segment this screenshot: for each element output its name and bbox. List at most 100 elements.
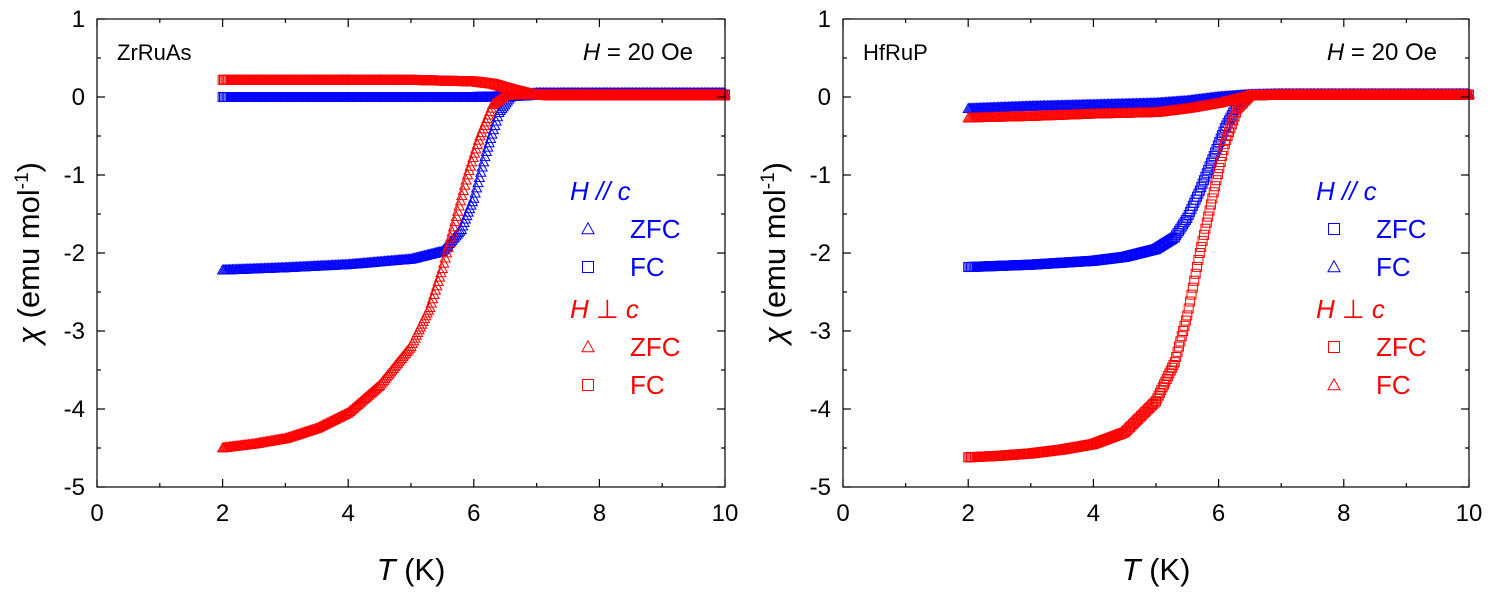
data-point bbox=[1183, 303, 1194, 314]
y-tick-label: -5 bbox=[810, 474, 831, 501]
data-point bbox=[477, 155, 490, 167]
data-point bbox=[440, 246, 453, 258]
x-tick-label: 2 bbox=[962, 500, 975, 527]
y-tick-label: -1 bbox=[810, 162, 831, 189]
data-point bbox=[1198, 175, 1209, 186]
legend-group-title: H // c bbox=[1316, 176, 1377, 206]
data-point bbox=[473, 171, 486, 182]
data-point bbox=[1192, 191, 1203, 202]
data-point bbox=[1201, 168, 1212, 179]
legend-marker bbox=[1328, 341, 1340, 353]
data-point bbox=[436, 262, 449, 273]
data-point bbox=[1196, 241, 1207, 252]
data-point bbox=[1204, 205, 1215, 216]
data-point bbox=[479, 150, 491, 162]
data-point bbox=[1186, 289, 1197, 300]
legend: H // c ZFC FC H ⊥ c ZFC FC bbox=[570, 176, 681, 400]
sample-label: ZrRuAs bbox=[117, 40, 192, 65]
legend-marker bbox=[581, 221, 595, 235]
data-point bbox=[1193, 254, 1204, 265]
y-tick-label: 0 bbox=[72, 84, 85, 111]
y-tick-label: -1 bbox=[64, 162, 85, 189]
data-point bbox=[1169, 357, 1180, 368]
y-tick-label: -2 bbox=[810, 240, 831, 267]
field-label: H = 20 Oe bbox=[583, 39, 693, 66]
y-tick-label: -3 bbox=[64, 318, 85, 345]
data-point bbox=[1196, 182, 1207, 193]
data-point bbox=[1203, 164, 1214, 175]
data-point bbox=[444, 231, 457, 242]
data-point bbox=[457, 184, 470, 195]
data-point bbox=[496, 91, 509, 102]
y-tick-label: -4 bbox=[64, 396, 85, 423]
data-point bbox=[1178, 326, 1189, 336]
y-tick-label: -4 bbox=[810, 396, 831, 423]
data-point bbox=[1168, 359, 1179, 370]
legend-label: ZFC bbox=[630, 332, 681, 362]
data-point bbox=[450, 210, 463, 221]
y-axis-title: χ (emu mol-1) bbox=[757, 162, 792, 347]
data-point bbox=[1221, 134, 1232, 145]
series-4 bbox=[217, 74, 730, 101]
data-point bbox=[456, 189, 468, 201]
data-point bbox=[437, 257, 450, 268]
data-point bbox=[1176, 331, 1187, 342]
data-point bbox=[1193, 188, 1204, 199]
x-tick-label: 6 bbox=[467, 500, 480, 527]
x-tick-label: 10 bbox=[1456, 500, 1483, 527]
field-label: H = 20 Oe bbox=[1327, 39, 1437, 66]
data-point bbox=[1190, 268, 1201, 279]
data-point bbox=[1173, 341, 1184, 352]
data-point bbox=[443, 236, 456, 247]
y-tick-label: 1 bbox=[818, 6, 831, 33]
data-point bbox=[1228, 115, 1239, 126]
y-tick-label: 0 bbox=[818, 84, 831, 111]
legend-label: FC bbox=[630, 252, 665, 282]
data-point bbox=[1175, 336, 1186, 347]
data-point bbox=[1207, 193, 1218, 204]
data-point bbox=[1214, 163, 1225, 174]
data-point bbox=[1207, 154, 1218, 165]
legend-label: ZFC bbox=[630, 214, 681, 244]
legend-marker bbox=[581, 339, 595, 353]
x-tick-label: 0 bbox=[836, 500, 849, 527]
data-point bbox=[458, 179, 471, 190]
data-point bbox=[1167, 362, 1178, 373]
x-axis-title: T (K) bbox=[377, 552, 446, 587]
data-point bbox=[447, 220, 460, 232]
legend-marker bbox=[582, 379, 594, 391]
data-point bbox=[1219, 138, 1230, 149]
data-point bbox=[469, 187, 481, 198]
y-tick-label: 1 bbox=[72, 6, 85, 33]
data-point bbox=[1194, 248, 1205, 258]
x-axis-title: T (K) bbox=[1122, 552, 1191, 587]
data-point bbox=[1180, 315, 1191, 326]
x-tick-label: 4 bbox=[342, 500, 355, 527]
legend-label: ZFC bbox=[1376, 332, 1427, 362]
data-point bbox=[1226, 119, 1237, 130]
y-axis-title: χ (emu mol-1) bbox=[11, 162, 46, 347]
data-point bbox=[1201, 217, 1212, 228]
x-tick-label: 10 bbox=[712, 500, 739, 527]
data-point bbox=[460, 174, 472, 185]
x-tick-label: 4 bbox=[1087, 500, 1100, 527]
data-point bbox=[1218, 144, 1229, 155]
data-point bbox=[1197, 178, 1208, 189]
data-point bbox=[1194, 185, 1205, 196]
y-tick-label: -5 bbox=[64, 474, 85, 501]
data-point bbox=[476, 161, 488, 172]
data-point bbox=[369, 382, 382, 394]
series-1 bbox=[216, 86, 731, 275]
data-point bbox=[1200, 223, 1211, 234]
data-point bbox=[472, 176, 484, 188]
data-point bbox=[474, 166, 487, 177]
data-point bbox=[1210, 181, 1221, 192]
data-point bbox=[1217, 150, 1228, 161]
legend: H // c ZFC FC H ⊥ c ZFC FC bbox=[1316, 176, 1427, 400]
y-tick-label: -2 bbox=[64, 240, 85, 267]
data-point bbox=[1179, 320, 1190, 331]
data-point bbox=[446, 226, 458, 237]
